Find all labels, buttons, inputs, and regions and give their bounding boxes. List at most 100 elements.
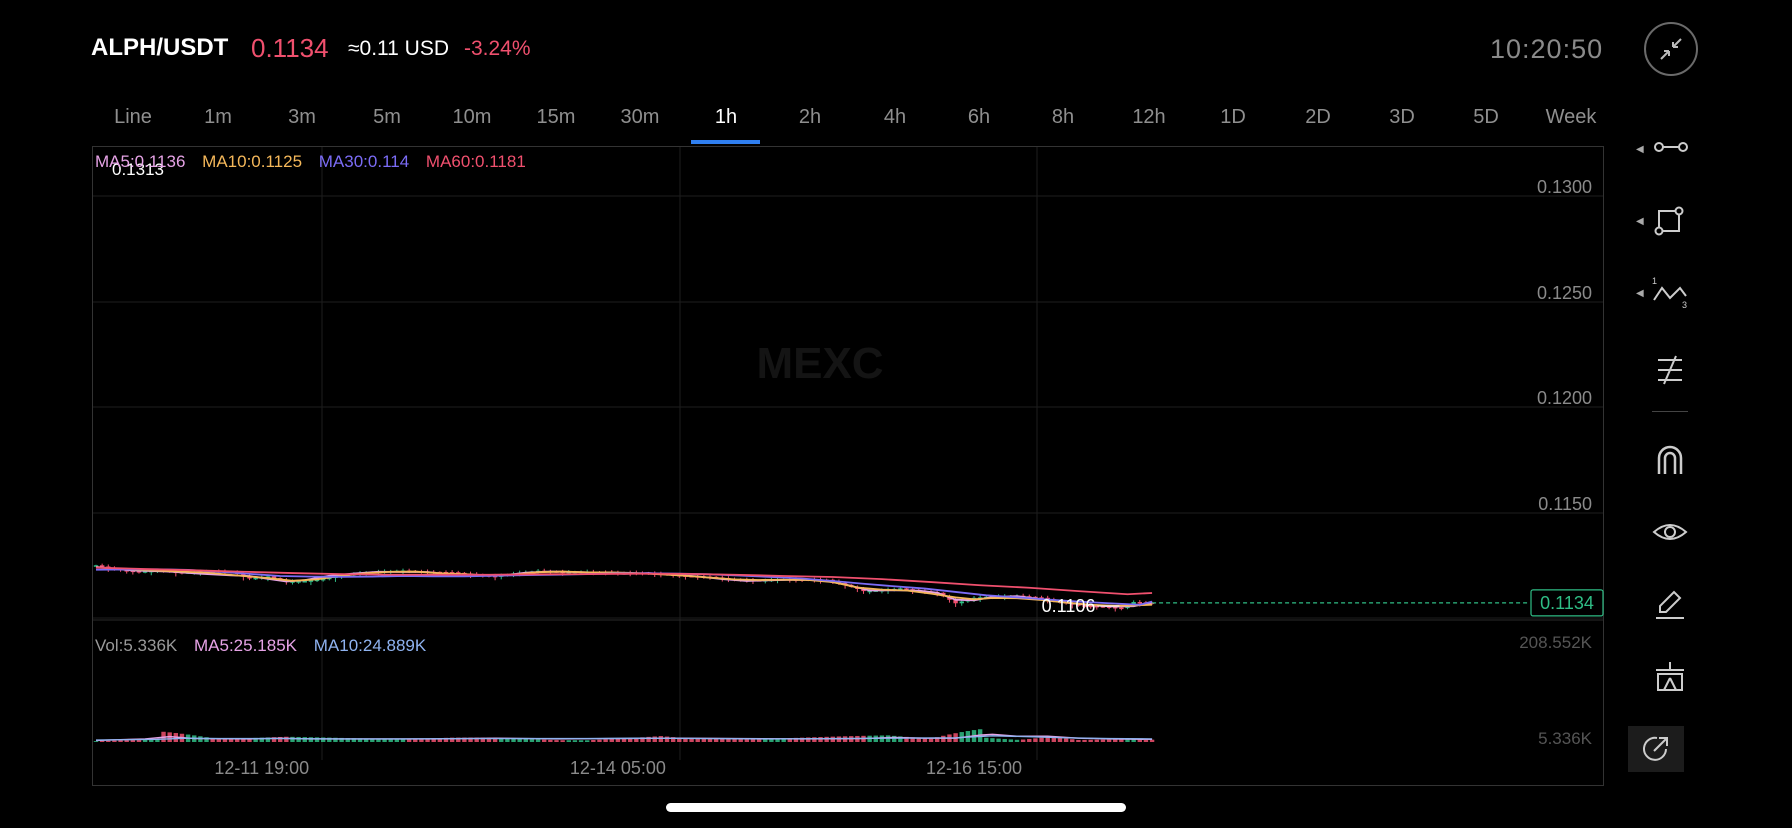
- header: ALPH/USDT 0.1134 ≈0.11 USD -3.24% 10:20:…: [0, 0, 1792, 100]
- volume-bar: [290, 736, 295, 742]
- tab-2d[interactable]: 2D: [1305, 106, 1331, 128]
- volume-bar: [812, 737, 817, 742]
- tab-1d[interactable]: 1D: [1220, 106, 1246, 128]
- candle-body: [142, 571, 148, 573]
- eye-icon: [1652, 524, 1688, 540]
- tab-3d[interactable]: 3D: [1389, 106, 1415, 128]
- volume-bar: [738, 738, 743, 742]
- chart-frame[interactable]: [92, 146, 1604, 786]
- tab-3m[interactable]: 3m: [288, 106, 316, 128]
- interval-tabs: Line 1m 3m 5m 10m 15m 30m 1h 2h 4h 6h 8h 12h 1D 2D 3D 5D…: [92, 102, 1612, 146]
- magnet-tool[interactable]: [1650, 440, 1690, 480]
- volume-bar: [376, 738, 381, 742]
- tab-10m[interactable]: 10m: [452, 106, 492, 128]
- volume-bar: [106, 740, 111, 742]
- candle-body: [1106, 606, 1112, 608]
- volume-bar: [781, 738, 786, 742]
- share-icon: [1643, 736, 1668, 761]
- volume-bar: [253, 737, 258, 742]
- volume-bar: [916, 737, 921, 742]
- tab-12h[interactable]: 12h: [1132, 106, 1166, 128]
- fibonacci-tool[interactable]: [1650, 350, 1690, 390]
- candle-body: [904, 588, 909, 590]
- y-tick-label: 0.1200: [1537, 388, 1592, 408]
- candle-body: [1039, 597, 1044, 599]
- volume-bar: [1119, 739, 1124, 742]
- tab-5d[interactable]: 5D: [1473, 106, 1499, 128]
- tab-4h[interactable]: 4h: [883, 106, 907, 128]
- collapse-button[interactable]: [1644, 22, 1698, 76]
- home-indicator[interactable]: [666, 803, 1126, 812]
- volume-bar: [431, 738, 436, 742]
- volume-bar: [511, 738, 516, 742]
- candle-body: [861, 589, 866, 592]
- legend-ma30: MA30:0.114: [318, 152, 410, 171]
- share-tool[interactable]: [1628, 726, 1684, 772]
- volume-bar: [296, 736, 301, 742]
- y-tick-label: 0.1250: [1537, 283, 1592, 303]
- tab-1h[interactable]: 1h: [714, 106, 738, 128]
- candle-body: [308, 580, 314, 582]
- volume-bar: [394, 739, 400, 742]
- line-segment-icon: [1654, 142, 1688, 152]
- volume-bar: [658, 736, 664, 742]
- volume-bar: [314, 737, 320, 742]
- pencil-icon: [1656, 590, 1684, 619]
- volume-bar: [928, 738, 934, 742]
- x-tick-label: 12-14 05:00: [570, 758, 666, 778]
- volume-bar: [670, 737, 676, 742]
- volume-bar: [542, 739, 547, 742]
- tab-5m[interactable]: 5m: [373, 106, 401, 128]
- tab-line[interactable]: Line: [114, 106, 152, 128]
- volume-bar: [799, 737, 805, 742]
- tab-8h[interactable]: 8h: [1051, 106, 1075, 128]
- volume-bar: [339, 737, 344, 742]
- tab-week[interactable]: Week: [1545, 106, 1597, 128]
- volume-bar: [302, 737, 307, 742]
- volume-bar: [462, 737, 467, 742]
- volume-bar: [1039, 737, 1044, 742]
- volume-bar: [155, 739, 160, 742]
- vol-max-label: 208.552K: [1519, 633, 1592, 652]
- volume-bar: [1070, 739, 1075, 742]
- volume-bar: [689, 738, 694, 742]
- legend-vol: Vol:5.336K: [95, 636, 178, 655]
- draw-tool[interactable]: [1650, 584, 1690, 624]
- volume-bar: [443, 737, 449, 742]
- volume-bar: [345, 738, 350, 742]
- tab-30m[interactable]: 30m: [620, 106, 660, 128]
- collapse-icon: [1660, 38, 1682, 60]
- tab-15m[interactable]: 15m: [536, 106, 576, 128]
- tab-1m[interactable]: 1m: [204, 106, 232, 128]
- candle-body: [456, 572, 461, 574]
- volume-bar: [1106, 739, 1112, 742]
- bridge-tool[interactable]: [1650, 656, 1690, 696]
- volume-bar: [284, 736, 289, 742]
- volume-bar: [535, 739, 541, 742]
- rectangle-tool[interactable]: ◀: [1636, 202, 1690, 242]
- volume-bar: [996, 738, 1001, 742]
- toolbar-divider: [1652, 411, 1688, 412]
- volume-bar: [1002, 739, 1007, 742]
- tab-2h[interactable]: 2h: [798, 106, 822, 128]
- volume-bar: [99, 740, 105, 742]
- volume-bar: [713, 738, 719, 742]
- candle-body: [1076, 604, 1081, 606]
- volume-bar: [529, 739, 535, 742]
- volume-bar: [1020, 739, 1026, 742]
- candle-body: [1131, 602, 1136, 606]
- volume-bar: [664, 736, 670, 742]
- tab-6h[interactable]: 6h: [967, 106, 991, 128]
- volume-bar: [357, 738, 363, 742]
- bridge-icon: [1656, 662, 1684, 691]
- line-segment-tool[interactable]: ◀: [1636, 130, 1690, 170]
- visibility-toggle[interactable]: [1650, 512, 1690, 552]
- trading-pair[interactable]: ALPH/USDT: [91, 34, 229, 61]
- volume-bar: [517, 738, 522, 742]
- volume-bar: [591, 740, 596, 742]
- volume-bar: [241, 738, 246, 742]
- current-price-box: [1530, 589, 1604, 617]
- volume-bar: [222, 739, 228, 742]
